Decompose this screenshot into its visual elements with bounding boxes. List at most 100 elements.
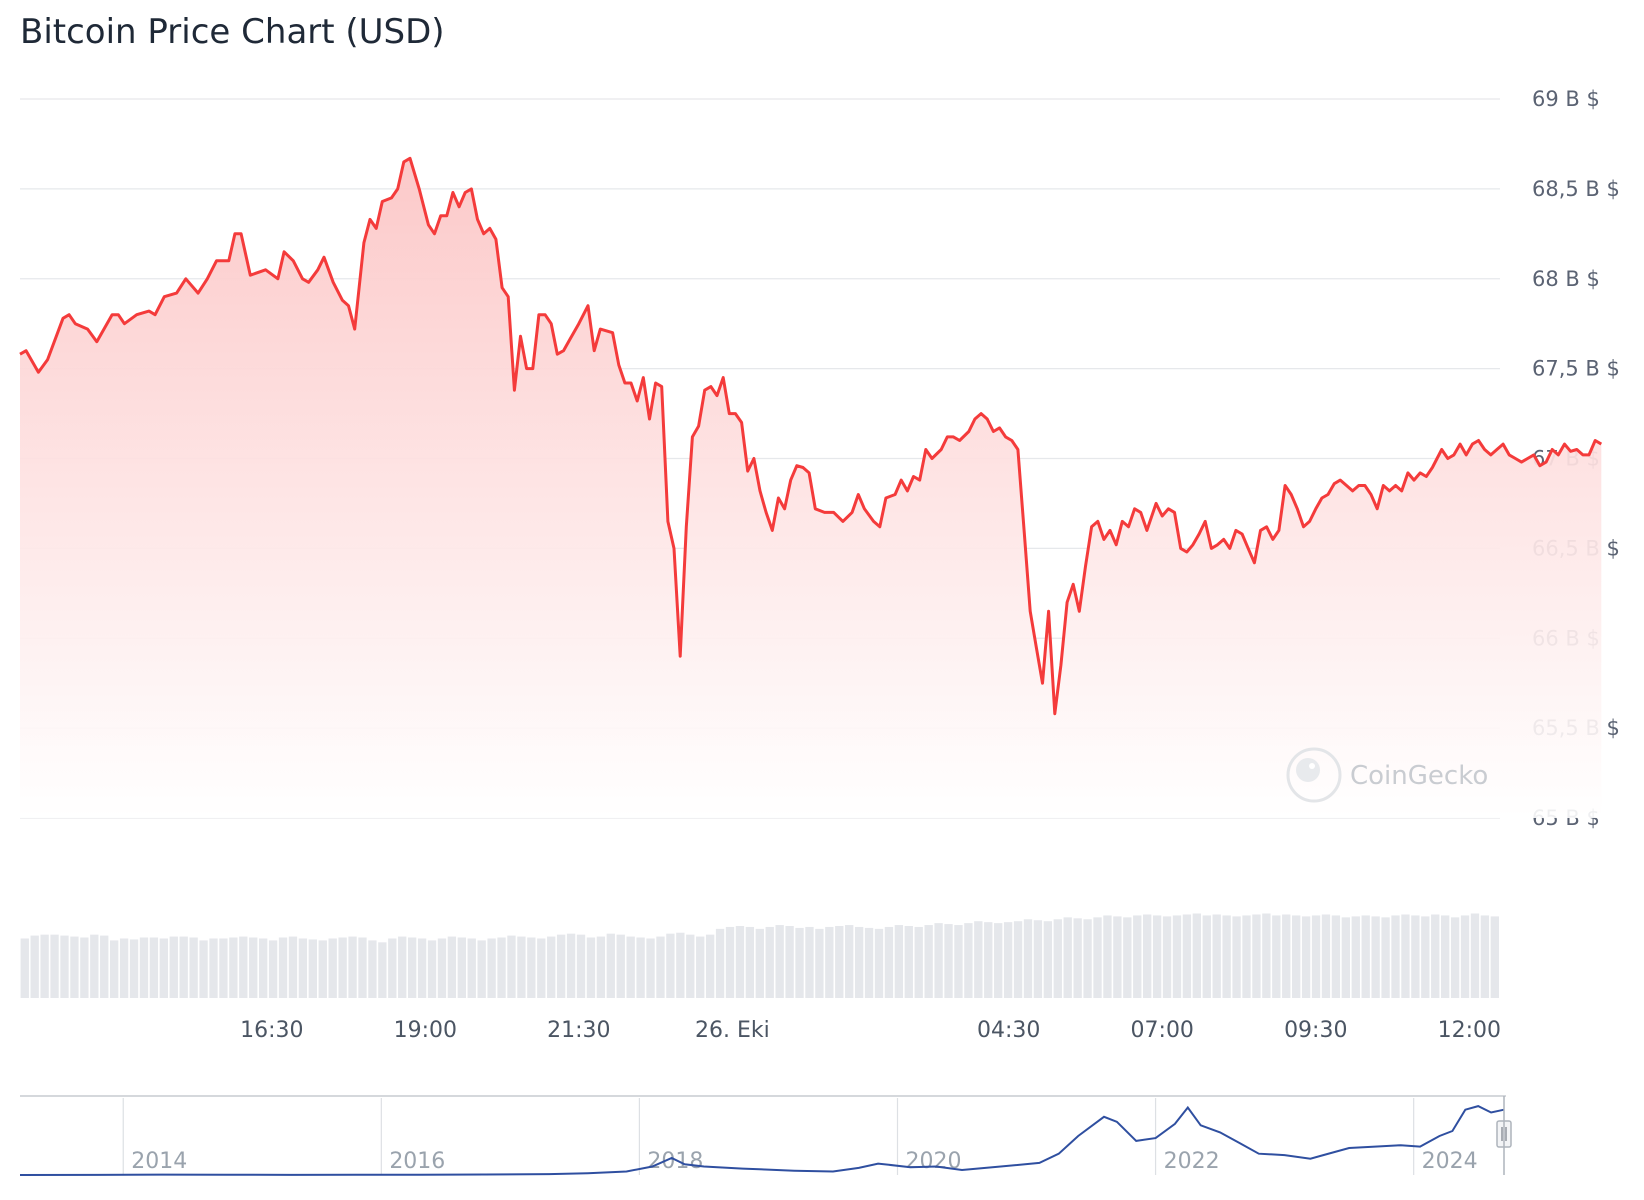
volume-bar <box>646 938 655 998</box>
volume-bar <box>1182 914 1192 998</box>
volume-bar <box>755 928 764 998</box>
navigator[interactable]: 2014 2016 2018 2020 2022 2024 <box>19 1095 1512 1176</box>
volume-bar <box>199 940 208 998</box>
volume-bar <box>427 940 437 998</box>
volume-bar <box>785 926 794 998</box>
volume-bar <box>944 924 953 998</box>
volume-bar <box>1202 915 1211 998</box>
volume-bar <box>378 942 387 998</box>
volume-bar <box>20 938 29 998</box>
chart-title: Bitcoin Price Chart (USD) <box>20 12 445 52</box>
volume-bar <box>1282 914 1291 998</box>
volume-bar <box>219 938 228 998</box>
volume-bar <box>1152 915 1162 998</box>
volume-bar <box>1301 916 1311 998</box>
volume-bar <box>1093 917 1102 998</box>
volume-bar <box>467 938 476 998</box>
volume-bar <box>1103 915 1112 998</box>
volume-bar <box>1371 916 1380 998</box>
volume-bar <box>795 927 804 998</box>
volume-bar <box>527 937 536 998</box>
x-tick-label: 16:30 <box>240 1018 303 1043</box>
volume-bar <box>904 926 913 998</box>
navigator-year-label: 2020 <box>905 1149 961 1174</box>
volume-bar <box>1272 915 1281 998</box>
volume-bar <box>90 934 99 998</box>
volume-bar <box>80 937 89 998</box>
volume-bar <box>1480 915 1490 998</box>
volume-bar <box>745 926 755 998</box>
volume-bar <box>249 937 258 998</box>
volume-bar <box>1232 916 1241 998</box>
volume-bar <box>964 923 973 998</box>
x-tick-label: 26. Eki <box>695 1018 770 1043</box>
x-tick-label: 04:30 <box>977 1018 1040 1043</box>
volume-bar <box>358 937 367 998</box>
x-tick-label: 07:00 <box>1131 1018 1194 1043</box>
volume-bar <box>437 938 447 998</box>
volume-bar <box>1003 922 1013 998</box>
volume-bar <box>835 926 844 998</box>
volume-bar <box>1023 919 1033 998</box>
y-tick-label: 68 B $ <box>1532 267 1600 291</box>
volume-bar <box>1212 914 1221 998</box>
volume-bar <box>616 934 625 998</box>
volume-bar <box>974 921 983 998</box>
volume-bar <box>1222 915 1231 998</box>
volume-bar <box>566 933 576 998</box>
volume-bar <box>696 936 705 998</box>
volume-bar <box>1252 914 1261 998</box>
volume-bar <box>457 937 466 998</box>
navigator-year-label: 2024 <box>1422 1149 1478 1174</box>
volume-bar <box>298 938 308 998</box>
navigator-history-line <box>19 1105 1505 1176</box>
volume-bar <box>1311 915 1321 998</box>
volume-bar <box>626 936 635 998</box>
volume-bar <box>507 935 516 998</box>
volume-bar <box>447 936 457 998</box>
navigator-year-label: 2014 <box>131 1149 187 1174</box>
y-tick-label: 67,5 B $ <box>1532 357 1620 381</box>
volume-bar <box>656 936 665 998</box>
volume-bar <box>70 936 79 998</box>
volume-bar <box>765 926 774 998</box>
volume-bar <box>60 935 69 998</box>
volume-bar <box>1063 917 1072 998</box>
volume-bar <box>1421 916 1430 998</box>
volume-bar <box>487 938 496 998</box>
volume-bar <box>159 938 168 998</box>
volume-bar <box>1361 915 1370 998</box>
x-tick-label: 19:00 <box>394 1018 457 1043</box>
volume-bar <box>1053 919 1062 998</box>
navigator-year-label: 2018 <box>647 1149 703 1174</box>
navigator-year-label: 2016 <box>389 1149 445 1174</box>
volume-bar <box>318 940 327 998</box>
volume-bar <box>735 926 745 998</box>
volume-bar <box>954 925 963 998</box>
volume-bar <box>139 937 149 998</box>
gecko-eye-icon <box>1309 763 1315 769</box>
volume-bar <box>477 940 486 998</box>
volume-bar <box>686 934 695 998</box>
volume-bar <box>100 935 109 998</box>
volume-bar <box>1470 913 1480 998</box>
volume-bar <box>596 936 606 998</box>
volume-bar <box>725 926 735 998</box>
y-tick-label: 69 B $ <box>1532 87 1600 111</box>
volume-bar <box>119 938 129 998</box>
volume-bar <box>854 926 864 998</box>
price-line[interactable] <box>19 156 1603 716</box>
x-tick-label: 12:00 <box>1438 1018 1501 1043</box>
volume-bar <box>805 926 814 998</box>
volume-bar <box>825 926 834 998</box>
volume-bar <box>1172 915 1182 998</box>
volume-bar <box>348 936 357 998</box>
volume-bar <box>994 923 1003 998</box>
volume-bar <box>845 925 854 998</box>
volume-bar <box>715 928 725 998</box>
volume-bar <box>1043 921 1053 998</box>
volume-bar <box>1351 916 1360 998</box>
volume-bar <box>40 934 49 998</box>
volume-bar <box>179 936 188 998</box>
